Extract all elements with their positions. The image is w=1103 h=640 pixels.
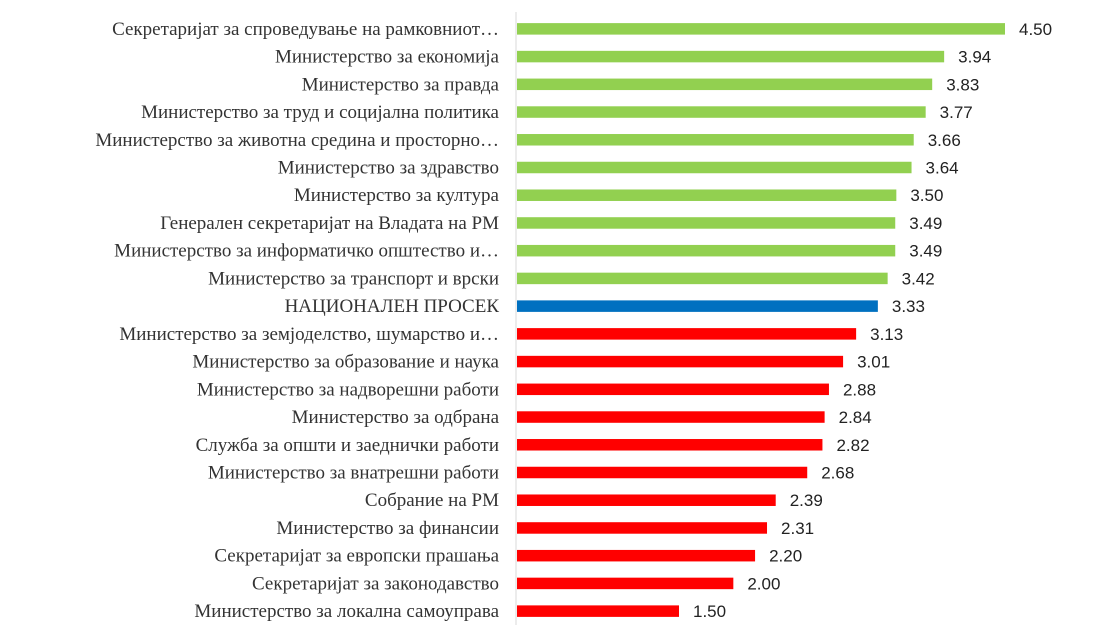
bar [517, 466, 808, 479]
bar [517, 355, 844, 368]
bar [517, 272, 888, 285]
bar [517, 78, 933, 91]
bar [517, 411, 825, 423]
value-label: 3.64 [926, 159, 959, 178]
bar [517, 161, 912, 174]
category-label: Министерство за локална самоуправа [194, 601, 499, 622]
value-label: 2.00 [747, 574, 780, 593]
category-label: Министерство за земјоделство, шумарство … [119, 324, 499, 345]
category-label: Министерство за финансии [276, 518, 499, 539]
value-label: 3.94 [958, 48, 991, 67]
category-label: Министерство за здравство [278, 158, 499, 179]
category-label: Служба за општи и заеднички работи [196, 435, 499, 456]
value-label: 3.83 [946, 75, 979, 94]
category-labels-group: Секретаријат за спроведување на рамковни… [95, 19, 499, 622]
bar [517, 605, 679, 617]
bar [517, 549, 756, 562]
bar [517, 439, 823, 451]
bar [517, 328, 857, 340]
category-label: Министерство за животна средина и просто… [95, 130, 499, 151]
category-label: Секретаријат за спроведување на рамковни… [112, 19, 499, 40]
category-label: Собрание на РМ [365, 490, 499, 511]
value-label: 1.50 [693, 602, 726, 621]
bar [517, 244, 896, 257]
value-label: 2.39 [790, 491, 823, 510]
bar [517, 383, 829, 396]
category-label: Секретаријат за европски прашања [214, 546, 499, 567]
value-label: 3.33 [892, 297, 925, 316]
category-label: Министерство за правда [302, 74, 500, 95]
bar [517, 522, 768, 534]
value-label: 2.88 [843, 380, 876, 399]
category-label: НАЦИОНАЛЕН ПРОСЕК [285, 296, 500, 317]
bar [517, 23, 1005, 35]
value-label: 2.20 [769, 547, 802, 566]
value-label: 3.50 [910, 186, 943, 205]
category-label: Министерство за труд и социјална политик… [141, 102, 499, 123]
bar [517, 50, 945, 63]
bar [517, 494, 776, 506]
category-label: Министерство за образование и наука [192, 352, 499, 373]
value-label: 4.50 [1019, 20, 1052, 39]
bar [517, 217, 896, 229]
bar [517, 106, 926, 118]
value-label: 2.84 [839, 408, 872, 427]
category-label: Министерство за надворешни работи [197, 379, 499, 400]
category-label: Министерство за внатрешни работи [208, 463, 499, 484]
category-label: Министерство за информатичко општество и… [114, 241, 499, 262]
category-label: Министерство за економија [275, 47, 500, 68]
bar [517, 300, 878, 312]
category-label: Министерство за култура [294, 185, 500, 206]
bar [517, 134, 914, 146]
value-label: 2.68 [821, 464, 854, 483]
category-label: Секретаријат за законодавство [252, 573, 499, 594]
bar [517, 577, 734, 590]
category-label: Министерство за транспорт и врски [208, 268, 499, 289]
value-label: 3.66 [928, 131, 961, 150]
bar [517, 189, 897, 201]
value-label: 3.42 [902, 269, 935, 288]
category-label: Министерство за одбрана [292, 407, 500, 428]
value-label: 3.01 [857, 353, 890, 372]
value-label: 3.49 [909, 214, 942, 233]
value-label: 3.49 [909, 242, 942, 261]
value-labels-group: 4.50 3.94 3.83 3.77 3.66 3.64 3.50 3.49 3.49 3.42… [693, 20, 1052, 621]
value-label: 2.31 [781, 519, 814, 538]
value-label: 3.77 [940, 103, 973, 122]
bars-group [517, 23, 1005, 617]
value-label: 3.13 [870, 325, 903, 344]
value-label: 2.82 [836, 436, 869, 455]
category-label: Генерален секретаријат на Владата на РМ [160, 213, 499, 234]
